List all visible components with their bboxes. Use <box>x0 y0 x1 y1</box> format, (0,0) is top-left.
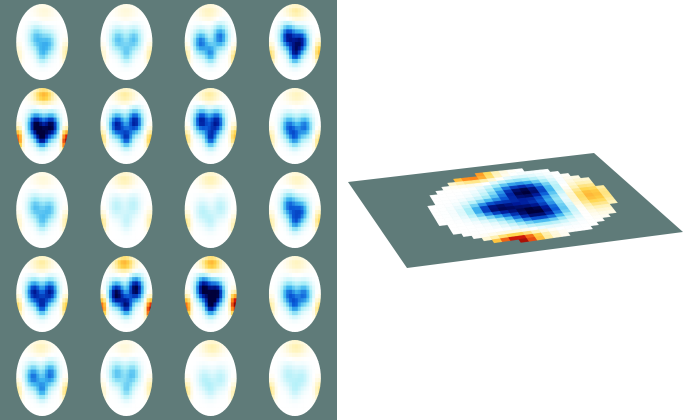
topomap-montage <box>0 0 337 420</box>
topomap-r4-c4 <box>268 256 321 332</box>
perspective-topomap <box>348 153 683 268</box>
perspective-map <box>427 168 618 244</box>
